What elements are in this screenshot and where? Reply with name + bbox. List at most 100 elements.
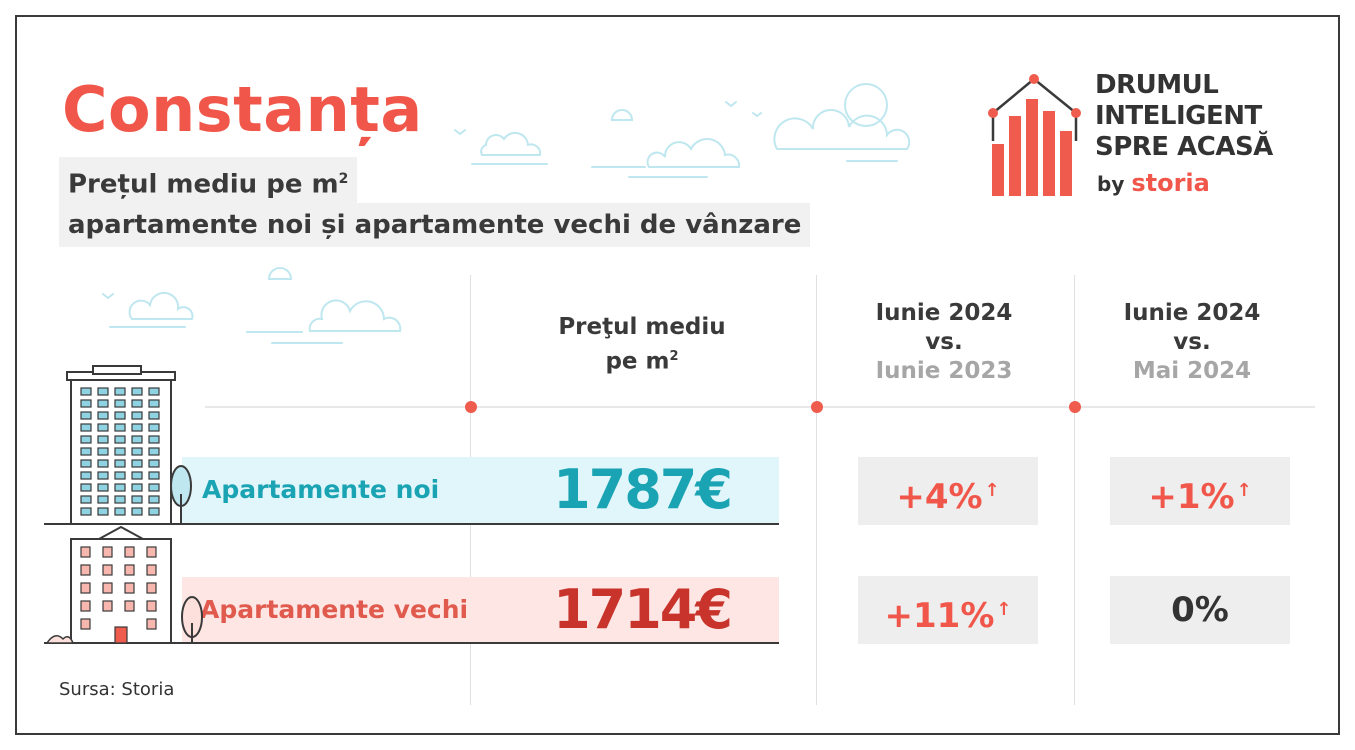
logo-house-chart-icon (988, 74, 1081, 196)
window (131, 471, 143, 480)
change-yoy-new: +4% ↑ (858, 457, 1038, 525)
window (124, 600, 135, 612)
window (97, 399, 109, 408)
row-band-new (182, 457, 779, 523)
window (114, 507, 126, 516)
source-note: Sursa: Storia (59, 679, 175, 700)
window (148, 483, 160, 492)
change-mom-old: 0% (1110, 576, 1290, 644)
window (131, 435, 143, 444)
window (114, 483, 126, 492)
window (97, 483, 109, 492)
column-header-yoy: Iunie 2024 vs. Iunie 2023 (819, 299, 1069, 386)
up-arrow-icon: ↑ (1236, 480, 1252, 501)
window (80, 411, 92, 420)
window (148, 423, 160, 432)
divider-dot (465, 401, 477, 413)
bird-icon (725, 101, 737, 108)
cloud-icon (267, 267, 293, 280)
window (80, 546, 91, 558)
window (80, 459, 92, 468)
window (80, 399, 92, 408)
window (148, 495, 160, 504)
window (102, 582, 113, 594)
column-divider (1074, 275, 1075, 705)
change-value: +4% (896, 477, 983, 517)
window (80, 618, 91, 630)
window (97, 471, 109, 480)
column-header-line: Preţul mediu (558, 314, 726, 340)
up-arrow-icon: ↑ (984, 480, 1000, 501)
brand-by-storia: by storia (1097, 169, 1210, 197)
window (146, 618, 157, 630)
window (148, 447, 160, 456)
row-label-old: Apartamente vechi (200, 595, 469, 624)
window (97, 411, 109, 420)
page-title: Constanța (62, 73, 423, 146)
window (114, 471, 126, 480)
window (131, 483, 143, 492)
window (114, 411, 126, 420)
window (80, 495, 92, 504)
window (97, 447, 109, 456)
brand-by-text: by (1097, 172, 1125, 196)
window (148, 411, 160, 420)
window (80, 471, 92, 480)
bird-icon (102, 293, 114, 300)
window (114, 459, 126, 468)
window (97, 423, 109, 432)
change-yoy-old: +11% ↑ (858, 576, 1038, 644)
row-price-old: 1714€ (553, 578, 733, 641)
cloud-icon (591, 138, 741, 178)
window (114, 495, 126, 504)
window (148, 507, 160, 516)
column-header-price: Preţul mediu pe m2 (487, 313, 797, 377)
row-price-new: 1787€ (553, 458, 733, 521)
column-header-line: Mai 2024 (1132, 358, 1252, 384)
window (148, 387, 160, 396)
cloud-icon (610, 109, 634, 121)
row-label-new: Apartamente noi (202, 475, 440, 504)
subtitle-apartments: apartamente noi și apartamente vechi de … (59, 203, 811, 247)
column-header-mom: Iunie 2024 vs. Mai 2024 (1077, 299, 1307, 386)
window (97, 495, 109, 504)
window (146, 546, 157, 558)
window (80, 423, 92, 432)
window (97, 507, 109, 516)
sky-decoration (102, 83, 911, 344)
cloud-icon (246, 299, 402, 344)
column-header-line: vs. (1173, 329, 1211, 355)
window (146, 564, 157, 576)
window (131, 423, 143, 432)
window (114, 399, 126, 408)
window (80, 435, 92, 444)
window (102, 600, 113, 612)
brand-line: SPRE ACASĂ (1095, 132, 1273, 162)
brand-line: DRUMUL (1095, 70, 1219, 100)
window (124, 546, 135, 558)
brand-tagline: DRUMUL INTELIGENT SPRE ACASĂ (1095, 70, 1273, 163)
cloud-icon (471, 131, 548, 165)
storia-logo: storia (1131, 169, 1210, 197)
window (131, 399, 143, 408)
window (80, 387, 92, 396)
change-value: 0% (1171, 590, 1229, 630)
change-mom-new: +1% ↑ (1110, 457, 1290, 525)
column-divider (816, 275, 817, 705)
window (97, 459, 109, 468)
window (124, 564, 135, 576)
divider-dot (811, 401, 823, 413)
column-header-line: Iunie 2023 (875, 358, 1013, 384)
divider-dot (1069, 401, 1081, 413)
window (80, 582, 91, 594)
cloud-icon (773, 83, 911, 162)
row-baseline (44, 642, 779, 644)
window (148, 399, 160, 408)
window (114, 423, 126, 432)
window (80, 564, 91, 576)
window (146, 582, 157, 594)
row-baseline (44, 523, 779, 525)
subtitle-text: Prețul mediu pe m (68, 169, 339, 200)
apartment-building-new-icon (66, 365, 192, 524)
window (131, 387, 143, 396)
